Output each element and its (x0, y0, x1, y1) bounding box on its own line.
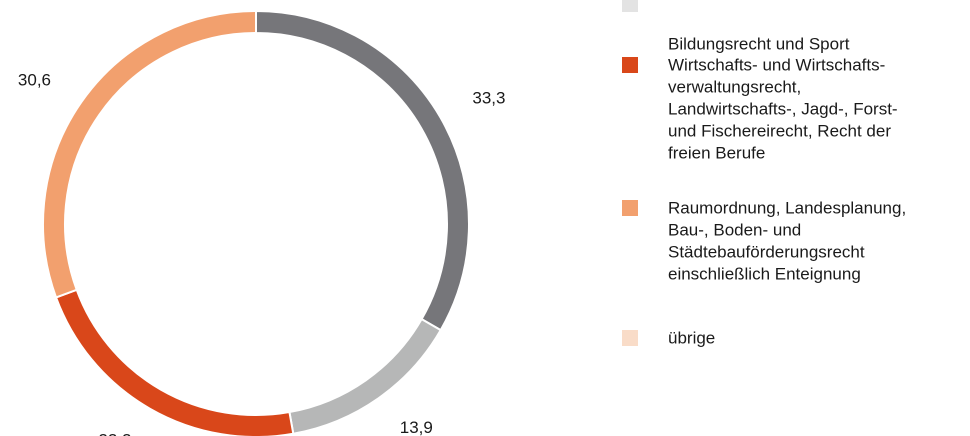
legend-swatch (622, 330, 638, 346)
legend-label: Städtebauförderungsrecht (668, 242, 865, 261)
legend-label: und Fischereirecht, Recht der (668, 121, 891, 140)
legend-label: übrige (668, 328, 715, 347)
legend-label: verwaltungsrecht, (668, 77, 801, 96)
legend-swatch (622, 200, 638, 216)
legend-swatch (622, 57, 638, 73)
legend-swatch (622, 0, 638, 12)
legend-label: Landwirtschafts-, Jagd-, Forst- (668, 99, 898, 118)
legend-label: Raumordnung, Landesplanung, (668, 198, 906, 217)
donut-segment (255, 9, 470, 332)
legend-label: einschließlich Enteignung (668, 264, 861, 283)
data-label: 22,2 (98, 430, 131, 436)
data-label: 30,6 (18, 70, 51, 89)
donut-segment (54, 288, 295, 436)
legend-label: freien Berufe (668, 143, 765, 162)
donut-segment (288, 317, 443, 435)
legend-label: Bildungsrecht und Sport (668, 34, 850, 53)
legend-label: Bau-, Boden- und (668, 220, 801, 239)
data-label: 33,3 (472, 88, 505, 107)
legend-label: Wirtschafts- und Wirtschafts- (668, 55, 885, 74)
data-label: 13,9 (400, 418, 433, 436)
donut-segment (42, 9, 257, 299)
